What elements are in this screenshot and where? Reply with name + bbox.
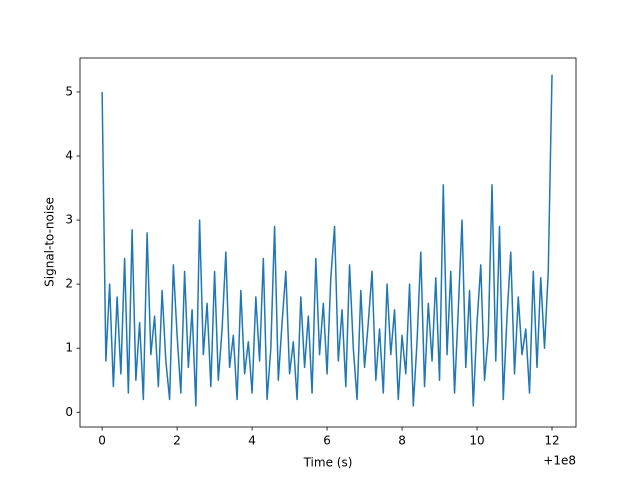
- y-tick-label: 3: [65, 213, 73, 227]
- x-tick-label: 0: [98, 434, 106, 448]
- y-tick-label: 4: [65, 149, 73, 163]
- x-tick-label: 10: [469, 434, 484, 448]
- x-offset-label: +1e8: [543, 454, 576, 468]
- y-tick-label: 5: [65, 84, 73, 98]
- x-axis-label: Time (s): [303, 456, 353, 470]
- x-tick-label: 2: [173, 434, 181, 448]
- y-tick-label: 2: [65, 277, 73, 291]
- x-tick-label: 6: [323, 434, 331, 448]
- x-tick-label: 4: [248, 434, 256, 448]
- x-tick-label: 12: [544, 434, 559, 448]
- data-line: [101, 74, 553, 407]
- y-axis-label: Signal-to-noise: [43, 197, 57, 287]
- y-tick-label: 0: [65, 405, 73, 419]
- y-tick-label: 1: [65, 341, 73, 355]
- axes-frame: [79, 57, 577, 428]
- x-tick-label: 8: [398, 434, 406, 448]
